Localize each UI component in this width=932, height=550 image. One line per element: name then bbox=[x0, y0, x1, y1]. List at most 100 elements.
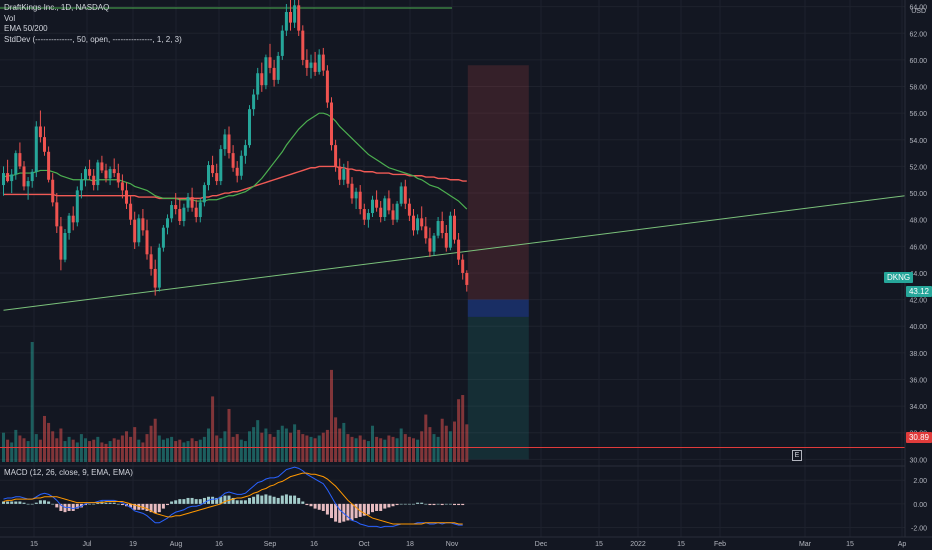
volume-bar bbox=[313, 438, 317, 462]
candle-body bbox=[174, 205, 178, 210]
y-tick-label: 30.00 bbox=[909, 457, 927, 464]
candle-body bbox=[440, 221, 444, 233]
candle-body bbox=[284, 11, 288, 31]
last-price-tag: 43.12 bbox=[905, 286, 932, 297]
symbol-tag: DKNG bbox=[884, 272, 914, 283]
volume-bar bbox=[43, 415, 46, 462]
macd-axis: 2.00 0.00 -2.00 bbox=[911, 478, 927, 532]
y-tick-label: 42.00 bbox=[909, 298, 927, 305]
volume-bar bbox=[387, 435, 391, 462]
candle bbox=[440, 211, 444, 239]
macd-histogram-bar bbox=[432, 503, 436, 506]
candle-body bbox=[125, 190, 128, 204]
macd-histogram-bar bbox=[305, 503, 309, 506]
legend-ema[interactable]: EMA 50/200 bbox=[4, 24, 48, 33]
macd-histogram-bar bbox=[391, 503, 395, 507]
candle bbox=[350, 177, 354, 204]
position-box[interactable] bbox=[467, 65, 529, 460]
candle bbox=[465, 270, 469, 292]
candle-body bbox=[465, 272, 469, 285]
candle-body bbox=[186, 197, 190, 208]
candle-body bbox=[141, 218, 145, 231]
x-tick-label: 19 bbox=[129, 541, 137, 548]
macd-histogram-bar bbox=[133, 503, 137, 510]
candle bbox=[416, 214, 420, 235]
volume-bar bbox=[207, 428, 210, 462]
y-tick-label: 46.00 bbox=[909, 244, 927, 251]
time-axis[interactable]: 15 Jul 19 Aug 16 Sep 16 Oct 18 Nov Dec 15 2022 15 Feb M… bbox=[30, 541, 906, 548]
volume-bar bbox=[223, 431, 227, 462]
y-tick-label: 56.00 bbox=[909, 111, 927, 118]
legend-stddev[interactable]: StdDev (--------------, 50, open, ------… bbox=[4, 34, 182, 44]
macd-histogram-bar bbox=[2, 501, 5, 504]
price-axis[interactable]: 30.0032.0034.0036.0038.0040.0042.0044.00… bbox=[909, 5, 927, 465]
legend-vol[interactable]: Vol bbox=[4, 13, 16, 23]
volume-bar bbox=[243, 441, 247, 462]
macd-histogram-bar bbox=[268, 495, 272, 504]
earnings-badge[interactable]: E bbox=[792, 450, 802, 461]
candle bbox=[116, 163, 120, 188]
macd-histogram-bar bbox=[264, 494, 268, 504]
candle-body bbox=[38, 126, 42, 138]
candle-body bbox=[297, 5, 301, 31]
candle-body bbox=[432, 235, 436, 252]
volume-bar bbox=[256, 420, 260, 462]
candle-body bbox=[137, 218, 141, 243]
macd-histogram-bar bbox=[231, 497, 235, 504]
candle-body bbox=[30, 171, 34, 182]
candle-body bbox=[399, 186, 403, 204]
macd-histogram-bar bbox=[457, 503, 461, 506]
x-tick-label: Ap bbox=[898, 541, 907, 548]
candle bbox=[170, 201, 174, 223]
macd-histogram-bar bbox=[325, 503, 329, 515]
volume-bar bbox=[436, 436, 440, 462]
volume-bar bbox=[465, 424, 469, 462]
candle-body bbox=[293, 5, 297, 23]
volume-bar bbox=[346, 434, 350, 462]
volume-bar bbox=[371, 425, 374, 462]
volume-bar bbox=[194, 441, 198, 462]
volume-bar bbox=[301, 434, 305, 462]
candle bbox=[260, 62, 264, 92]
signal-line bbox=[3, 472, 463, 525]
legend-title[interactable]: DraftKings Inc., 1D, NASDAQ bbox=[4, 3, 110, 12]
macd-histogram-bar bbox=[338, 503, 342, 523]
candle-body bbox=[252, 94, 256, 110]
y-tick-label: 40.00 bbox=[909, 324, 927, 331]
candle bbox=[71, 206, 75, 231]
candle bbox=[79, 173, 83, 199]
candle-body bbox=[375, 199, 379, 208]
candle-body bbox=[92, 175, 96, 186]
candle-body bbox=[260, 73, 264, 86]
candle-body bbox=[358, 191, 362, 210]
macd-legend[interactable]: MACD (12, 26, close, 9, EMA, EMA) bbox=[4, 468, 133, 477]
candle-body bbox=[321, 54, 325, 71]
volume-bar bbox=[239, 439, 243, 462]
candle-body bbox=[362, 209, 366, 220]
macd-histogram-bar bbox=[186, 497, 190, 504]
macd-histogram-bar bbox=[34, 502, 38, 504]
macd-histogram-bar bbox=[346, 503, 350, 521]
x-tick-label: Dec bbox=[535, 541, 548, 548]
candle bbox=[243, 139, 247, 164]
candle-body bbox=[272, 67, 276, 80]
y-tick-label: 48.00 bbox=[909, 218, 927, 225]
macd-histogram-bar bbox=[84, 503, 87, 506]
entry-zone bbox=[467, 299, 529, 317]
candle-body bbox=[198, 202, 202, 218]
y-tick-label: 36.00 bbox=[909, 377, 927, 384]
candle-body bbox=[309, 62, 313, 68]
volume-bar bbox=[104, 443, 108, 462]
candle bbox=[112, 158, 116, 178]
volume-bar bbox=[379, 438, 383, 462]
volume-bar bbox=[161, 439, 165, 462]
volume-bar bbox=[342, 422, 346, 462]
candle-body bbox=[129, 203, 133, 220]
candle bbox=[407, 198, 411, 222]
x-tick-label: Sep bbox=[264, 541, 277, 548]
candle bbox=[75, 186, 79, 227]
candles[interactable] bbox=[2, 0, 469, 296]
macd-histogram-bar bbox=[317, 503, 321, 510]
candle-body bbox=[190, 197, 194, 208]
